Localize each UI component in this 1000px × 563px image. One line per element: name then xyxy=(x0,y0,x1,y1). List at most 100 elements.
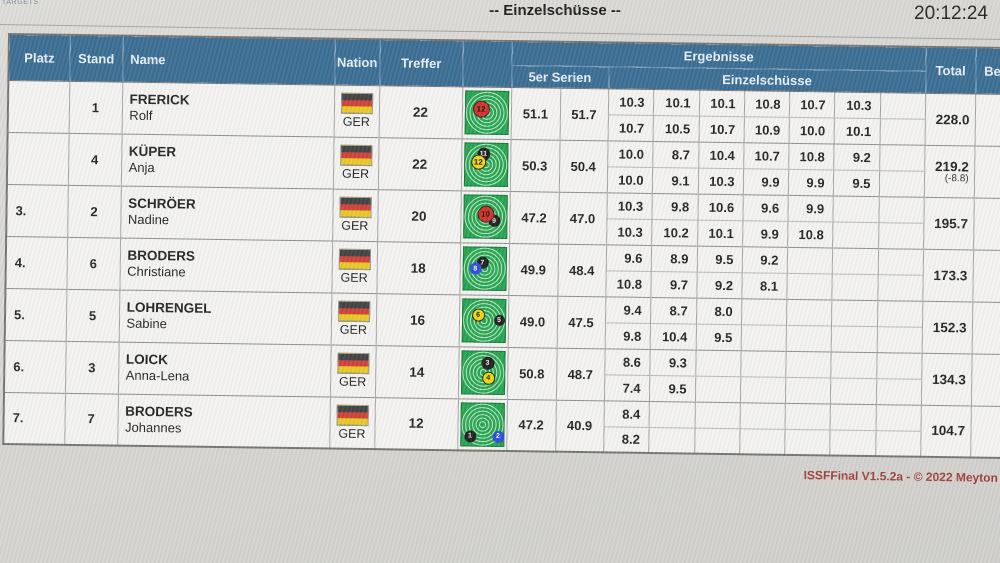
shot-cell: 8.7 xyxy=(652,141,699,168)
shot-cell: 10.7 xyxy=(743,142,789,169)
bemerkung-cell xyxy=(973,197,1000,250)
shot-cell xyxy=(785,350,831,378)
serie-1-cell: 49.9 xyxy=(508,243,559,296)
serie-1-cell: 50.3 xyxy=(509,139,560,192)
serie-2-cell: 51.7 xyxy=(559,87,609,141)
shot-cell xyxy=(739,376,786,403)
shot-cell: 10.1 xyxy=(698,89,745,117)
shot-cell: 9.9 xyxy=(742,168,789,195)
name-cell: SCHRÖER Nadine xyxy=(120,185,333,241)
shot-cell xyxy=(829,429,876,457)
total-cell: 219.2 (-8.8) xyxy=(923,144,975,198)
shot-cell: 10.0 xyxy=(788,116,834,144)
stand-cell: 5 xyxy=(65,288,120,342)
shot-cell xyxy=(879,144,925,171)
shot-cell xyxy=(879,92,926,119)
shot-cell: 8.7 xyxy=(650,296,697,324)
platz-cell: 7. xyxy=(3,391,65,445)
header-platz: Platz xyxy=(8,34,70,81)
results-body: 1 FRERICK Rolf GER 22 12 51.1 51.7 10.3 … xyxy=(3,80,1000,458)
shot-cell xyxy=(832,195,879,223)
shot-cell: 9.6 xyxy=(605,244,652,271)
firstname: Christiane xyxy=(127,263,186,280)
shot-cell xyxy=(784,428,830,456)
total-cell: 104.7 xyxy=(920,404,971,458)
header-stand: Stand xyxy=(69,34,123,82)
treffer-cell: 14 xyxy=(374,345,459,399)
treffer-cell: 16 xyxy=(375,293,460,347)
germany-flag xyxy=(337,300,370,323)
stand-cell: 4 xyxy=(67,132,122,186)
nation-cell: GER xyxy=(332,136,379,190)
shot-marker-red: 10 xyxy=(476,205,495,223)
nation-cell: GER xyxy=(329,344,376,398)
total-value: 219.2 xyxy=(934,158,969,174)
shot-cell: 8.4 xyxy=(603,400,649,427)
results-sheet: Platz Stand Name Nation Treffer Ergebnis… xyxy=(2,33,1000,485)
surname: KÜPER xyxy=(128,143,177,160)
shot-cell: 10.3 xyxy=(607,88,654,116)
shot-cell: 10.6 xyxy=(697,193,743,221)
shot-cell: 8.2 xyxy=(603,426,649,453)
nation-cell: GER xyxy=(332,188,378,242)
target-cell: 12 xyxy=(461,86,512,140)
serie-2-cell: 50.4 xyxy=(558,139,608,193)
shot-cell: 9.9 xyxy=(742,220,788,247)
shot-cell xyxy=(829,377,877,405)
shot-cell xyxy=(829,403,876,431)
total-value: 134.3 xyxy=(931,371,966,387)
shot-cell: 10.5 xyxy=(652,115,699,142)
shot-cell: 9.2 xyxy=(696,271,742,299)
treffer-cell: 20 xyxy=(377,189,461,243)
firstname: Sabine xyxy=(126,315,168,332)
shot-cell xyxy=(739,428,785,455)
germany-flag xyxy=(336,404,369,426)
bemerkung-cell xyxy=(973,145,1000,198)
firstname: Anna-Lena xyxy=(125,367,190,384)
name-cell: KÜPER Anja xyxy=(120,133,334,189)
stand-cell: 2 xyxy=(67,184,121,238)
shot-cell xyxy=(648,426,695,454)
shot-cell xyxy=(830,325,877,353)
shot-cell: 10.3 xyxy=(697,167,744,195)
shot-cell: 8.6 xyxy=(604,348,650,375)
total-cell: 228.0 xyxy=(924,92,976,146)
serie-2-cell: 40.9 xyxy=(555,399,604,453)
shot-cell: 10.7 xyxy=(788,90,835,118)
firstname: Anja xyxy=(128,159,155,176)
shot-cell xyxy=(878,170,925,197)
shot-cell: 9.7 xyxy=(650,270,697,298)
total-value: 195.7 xyxy=(934,215,969,231)
platz-cell: 5. xyxy=(4,287,67,341)
serie-1-cell: 47.2 xyxy=(506,399,556,452)
stand-cell: 7 xyxy=(64,392,118,446)
nation-code: GER xyxy=(341,166,370,182)
nation-code: GER xyxy=(338,426,366,441)
shot-cell: 10.8 xyxy=(743,90,790,117)
shot-cell: 10.7 xyxy=(607,114,653,142)
shot-cell: 10.3 xyxy=(833,91,881,119)
surname: FRERICK xyxy=(129,91,190,108)
shot-cell xyxy=(876,300,923,327)
shot-cell: 8.1 xyxy=(741,272,787,299)
total-value: 173.3 xyxy=(933,267,968,283)
shot-cell: 9.5 xyxy=(648,374,696,402)
total-cell: 152.3 xyxy=(921,300,973,354)
shot-cell xyxy=(875,378,922,405)
shot-cell xyxy=(830,351,877,379)
bemerkung-cell xyxy=(970,353,1000,406)
total-value: 152.3 xyxy=(932,319,967,335)
serie-1-cell: 50.8 xyxy=(506,347,557,400)
platz-cell xyxy=(7,80,70,133)
software-version-label: ISSFFinal V1.5.2a - © 2022 Meyton xyxy=(803,468,998,485)
germany-flag xyxy=(339,144,372,167)
shot-cell xyxy=(877,248,924,275)
shot-cell xyxy=(648,400,695,428)
total-value: 228.0 xyxy=(935,111,970,127)
shot-cell: 10.2 xyxy=(651,219,698,246)
shot-marker-black: 3 xyxy=(480,356,495,370)
